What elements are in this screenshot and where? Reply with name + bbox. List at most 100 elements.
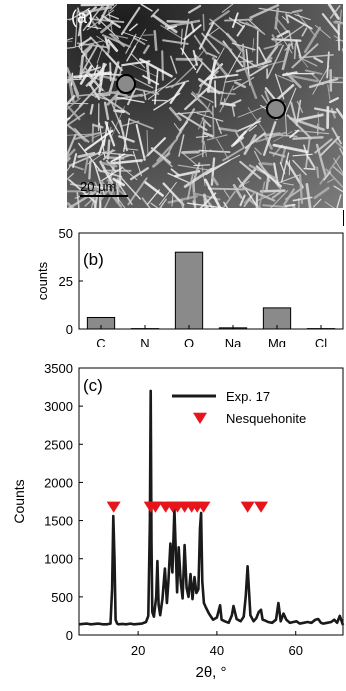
crystal-needle: [243, 195, 253, 207]
crystal-needle: [188, 4, 202, 14]
crystal-needle: [222, 40, 244, 68]
crystal-needle: [81, 184, 111, 190]
crystal-needle: [69, 163, 84, 171]
crystal-needle: [178, 134, 185, 157]
crystal-needle: [140, 151, 151, 163]
legend-triangle-swatch: [193, 412, 207, 424]
sem-texture: [67, 4, 343, 208]
crystal-needle: [121, 60, 151, 67]
crystal-needle: [245, 21, 265, 35]
crystal-needle: [334, 140, 343, 150]
crystal-needle: [291, 9, 303, 14]
xrd-x-ticks: 20 40 60: [131, 631, 303, 658]
crystal-needle: [273, 162, 280, 187]
crystal-needle: [285, 87, 297, 114]
crystal-needle: [127, 177, 148, 206]
crystal-needle: [105, 52, 123, 72]
panel-a-label: (a): [71, 7, 93, 27]
crystal-needle: [195, 135, 209, 138]
crystal-needle: [206, 134, 228, 141]
crystal-needle: [201, 119, 206, 143]
crystal-needle: [332, 166, 343, 177]
crystal-needle: [96, 35, 107, 44]
crystal-needle: [292, 136, 324, 140]
crystal-needle: [284, 203, 296, 208]
crystal-needle: [97, 169, 123, 178]
crystal-needle: [93, 162, 106, 197]
crystal-needle: [312, 65, 330, 95]
crystal-needle: [189, 149, 212, 160]
crystal-needle: [286, 114, 313, 140]
crystal-needle: [78, 37, 92, 47]
crystal-needle: [146, 129, 149, 155]
crystal-needle: [110, 4, 117, 12]
crystal-needle: [196, 63, 203, 74]
crystal-needle: [98, 122, 106, 159]
crystal-needle: [248, 124, 258, 132]
nesquehonite-marker: [106, 501, 121, 513]
crystal-needle: [67, 94, 76, 107]
crystal-needle: [112, 177, 126, 187]
crystal-needle: [121, 177, 141, 200]
crystal-needle: [111, 120, 120, 135]
crystal-needle: [230, 99, 242, 106]
crystal-needle: [140, 4, 153, 12]
bar-chart-frame: [78, 232, 344, 330]
crystal-needle: [211, 105, 215, 138]
crystal-needle: [125, 33, 137, 54]
crystal-needle: [120, 6, 141, 36]
crystal-needle: [274, 24, 305, 46]
crystal-needle: [319, 155, 341, 185]
crystal-needle: [181, 18, 190, 55]
crystal-needle: [291, 43, 319, 69]
crystal-needle: [150, 147, 172, 164]
xrd-y-tick-label: 1000: [44, 552, 73, 567]
crystal-needle: [274, 7, 280, 30]
xrd-y-label: Counts: [11, 479, 27, 523]
bar-chart-y-label: counts: [35, 261, 50, 300]
crystal-needle: [216, 138, 229, 160]
crystal-needle: [163, 159, 173, 168]
bar-y-tick-label: 25: [59, 274, 73, 289]
crystal-needle: [102, 149, 114, 161]
xrd-legend: Exp. 17 Nesquehonite: [172, 389, 306, 426]
crystal-needle: [99, 188, 110, 201]
crystal-needle: [255, 165, 283, 188]
crystal-needle: [76, 192, 80, 208]
crystal-needle: [239, 194, 246, 207]
crystal-needle: [242, 186, 276, 202]
crystal-needle: [219, 85, 235, 113]
crystal-needle: [204, 178, 222, 208]
crystal-needle: [100, 184, 116, 187]
crystal-needle: [162, 182, 185, 206]
xrd-series-line: [78, 389, 345, 626]
crystal-needle: [238, 168, 257, 188]
crystal-needle: [143, 90, 147, 101]
crystal-needle: [259, 189, 286, 193]
crystal-needle: [296, 100, 304, 113]
crystal-needle: [243, 134, 257, 155]
crystal-needle: [93, 64, 99, 76]
crystal-needle: [337, 23, 341, 51]
crystal-needle: [169, 82, 186, 104]
crystal-needle: [298, 173, 304, 205]
crystal-needle: [106, 38, 119, 52]
crystal-needle: [118, 153, 122, 188]
crystal-needle: [231, 104, 236, 117]
legend-reference-name: Nesquehonite: [226, 411, 306, 426]
crystal-needle: [327, 177, 336, 183]
crystal-needle: [68, 178, 97, 204]
crystal-needle: [160, 24, 185, 41]
crystal-needle: [196, 112, 224, 122]
crystal-needle: [277, 74, 294, 83]
crystal-needle: [254, 147, 262, 155]
crystal-needle: [164, 19, 201, 28]
crystal-needle: [219, 72, 228, 106]
crystal-needle: [133, 37, 146, 45]
crystal-needle: [244, 69, 258, 100]
crystal-needle: [258, 46, 267, 62]
crystal-needle: [237, 177, 258, 206]
crystal-needle: [224, 79, 242, 83]
crystal-needle: [304, 69, 323, 75]
crystal-needle: [335, 108, 343, 120]
